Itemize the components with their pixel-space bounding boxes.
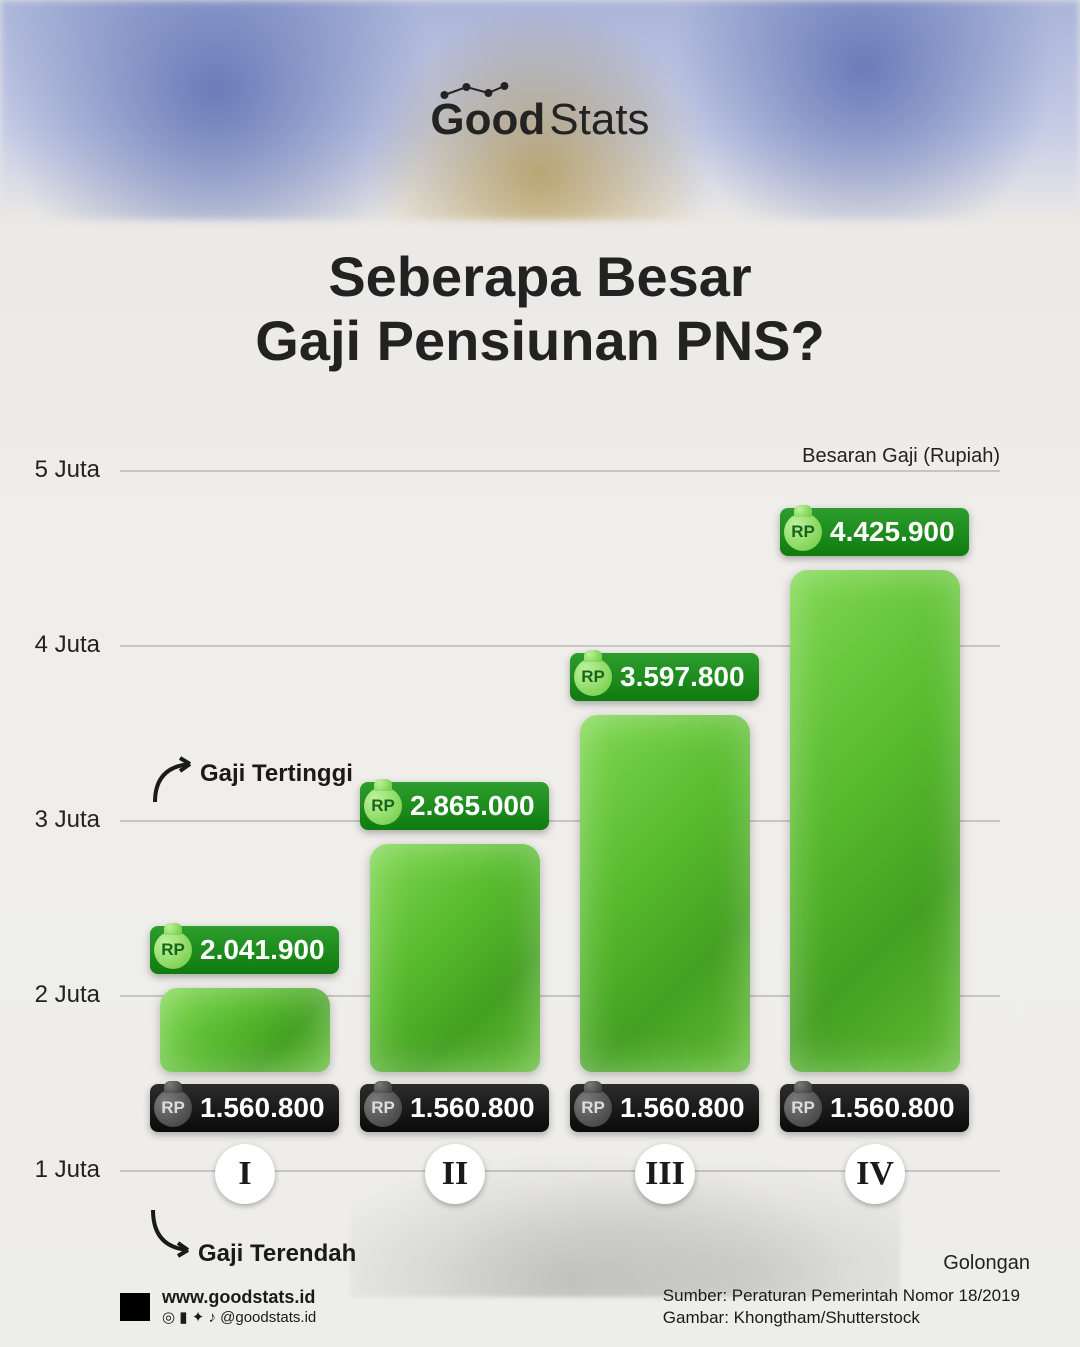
max-value-text: 2.865.000 bbox=[410, 790, 535, 821]
page-title: Seberapa Besar Gaji Pensiunan PNS? bbox=[0, 245, 1080, 374]
bar: RP4.425.900RP1.560.800IV bbox=[790, 570, 960, 1071]
max-value-badge: RP 2.865.000 bbox=[360, 782, 549, 830]
tiktok-icon: ♪ bbox=[208, 1309, 216, 1326]
footer-block-icon bbox=[120, 1293, 150, 1321]
bar: RP2.041.900RP1.560.800I bbox=[160, 988, 330, 1072]
footer-url: www.goodstats.id bbox=[162, 1287, 316, 1308]
category-label: III bbox=[635, 1144, 695, 1204]
annotation-min: Gaji Terendah bbox=[198, 1240, 356, 1268]
rp-coin-icon: RP bbox=[154, 931, 192, 969]
pension-salary-chart: Besaran Gaji (Rupiah) 5 Juta4 Juta3 Juta… bbox=[120, 470, 1000, 1170]
title-line-2: Gaji Pensiunan PNS? bbox=[255, 309, 824, 372]
min-value-badge: RP 1.560.800 bbox=[360, 1084, 549, 1132]
min-value-badge: RP 1.560.800 bbox=[150, 1084, 339, 1132]
min-value-text: 1.560.800 bbox=[620, 1092, 745, 1123]
category-label: IV bbox=[845, 1144, 905, 1204]
y-tick-label: 2 Juta bbox=[10, 981, 100, 1009]
footer-handles: ◎ ▮ ✦ ♪ @goodstats.id bbox=[162, 1308, 316, 1326]
rp-coin-icon: RP bbox=[364, 1089, 402, 1127]
logo-dots-icon bbox=[438, 81, 508, 101]
title-line-1: Seberapa Besar bbox=[328, 245, 751, 308]
y-tick-label: 1 Juta bbox=[10, 1156, 100, 1184]
category-label: I bbox=[215, 1144, 275, 1204]
x-axis-title: Golongan bbox=[943, 1252, 1030, 1275]
y-tick-label: 4 Juta bbox=[10, 631, 100, 659]
min-value-text: 1.560.800 bbox=[200, 1092, 325, 1123]
curved-arrow-up-icon bbox=[145, 752, 205, 812]
max-value-badge: RP 4.425.900 bbox=[780, 508, 969, 556]
brand-logo: GoodStats bbox=[430, 95, 649, 145]
max-value-badge: RP 3.597.800 bbox=[570, 653, 759, 701]
min-value-text: 1.560.800 bbox=[410, 1092, 535, 1123]
category-label: II bbox=[425, 1144, 485, 1204]
logo-light-text: Stats bbox=[549, 95, 649, 145]
footer: www.goodstats.id ◎ ▮ ✦ ♪ @goodstats.id S… bbox=[120, 1285, 1020, 1329]
min-value-text: 1.560.800 bbox=[830, 1092, 955, 1123]
rp-coin-icon: RP bbox=[364, 787, 402, 825]
y-tick-label: 5 Juta bbox=[10, 456, 100, 484]
max-value-text: 2.041.900 bbox=[200, 934, 325, 965]
footer-image-credit: Gambar: Khongtham/Shutterstock bbox=[663, 1307, 1020, 1329]
bar: RP2.865.000RP1.560.800II bbox=[370, 844, 540, 1072]
min-value-badge: RP 1.560.800 bbox=[780, 1084, 969, 1132]
logo-bold-text: Good bbox=[430, 95, 545, 145]
facebook-icon: ▮ bbox=[179, 1309, 187, 1326]
rp-coin-icon: RP bbox=[574, 658, 612, 696]
bar: RP3.597.800RP1.560.800III bbox=[580, 715, 750, 1071]
rp-coin-icon: RP bbox=[784, 513, 822, 551]
max-value-text: 3.597.800 bbox=[620, 661, 745, 692]
y-tick-label: 3 Juta bbox=[10, 806, 100, 834]
instagram-icon: ◎ bbox=[162, 1309, 175, 1326]
rp-coin-icon: RP bbox=[154, 1089, 192, 1127]
max-value-badge: RP 2.041.900 bbox=[150, 926, 339, 974]
annotation-max: Gaji Tertinggi bbox=[200, 760, 353, 788]
twitter-icon: ✦ bbox=[192, 1309, 205, 1326]
rp-coin-icon: RP bbox=[784, 1089, 822, 1127]
y-axis-title: Besaran Gaji (Rupiah) bbox=[802, 445, 1000, 468]
footer-source: Sumber: Peraturan Pemerintah Nomor 18/20… bbox=[663, 1285, 1020, 1307]
min-value-badge: RP 1.560.800 bbox=[570, 1084, 759, 1132]
curved-arrow-down-icon bbox=[143, 1202, 203, 1262]
rp-coin-icon: RP bbox=[574, 1089, 612, 1127]
max-value-text: 4.425.900 bbox=[830, 516, 955, 547]
